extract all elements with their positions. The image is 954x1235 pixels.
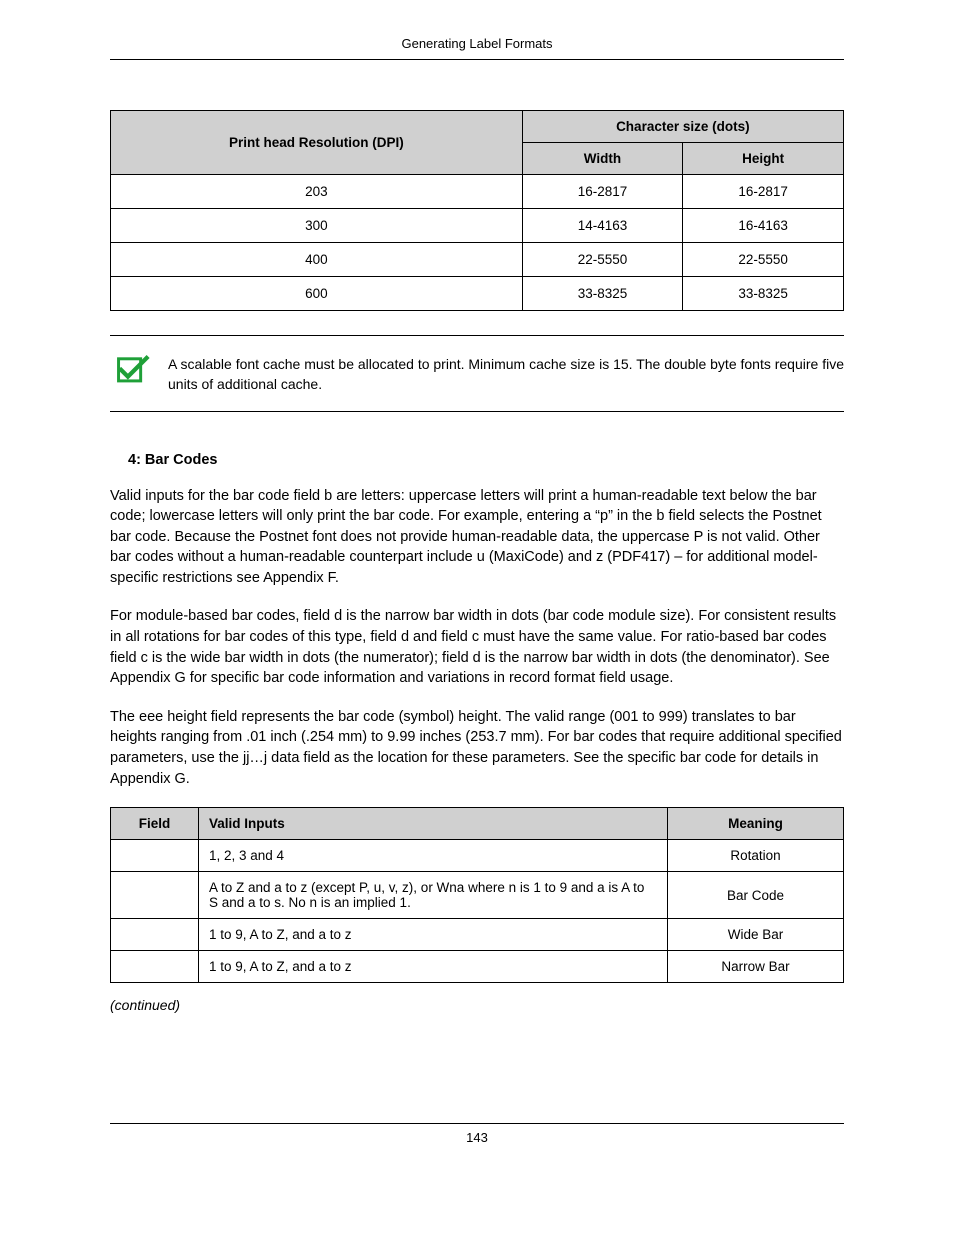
cell-meaning: Bar Code <box>668 872 844 919</box>
cell-field <box>111 872 199 919</box>
cell-dpi: 203 <box>111 175 523 209</box>
cell-height: 16-2817 <box>683 175 844 209</box>
cell-meaning: Narrow Bar <box>668 951 844 983</box>
cell-dpi: 300 <box>111 209 523 243</box>
table-row: 1 to 9, A to Z, and a to z Narrow Bar <box>111 951 844 983</box>
table-row: 600 33-8325 33-8325 <box>111 277 844 311</box>
section-title: 4: Bar Codes <box>128 452 844 468</box>
cell-height: 33-8325 <box>683 277 844 311</box>
page-header: Generating Label Formats <box>110 36 844 60</box>
cell-field <box>111 919 199 951</box>
cell-width: 16-2817 <box>522 175 683 209</box>
page-footer: 143 <box>110 1123 844 1145</box>
cell-field <box>111 840 199 872</box>
checkmark-icon <box>116 354 150 384</box>
th-field: Field <box>111 808 199 840</box>
cell-meaning: Wide Bar <box>668 919 844 951</box>
cell-width: 14-4163 <box>522 209 683 243</box>
cell-height: 22-5550 <box>683 243 844 277</box>
th-charsize: Character size (dots) <box>522 111 843 143</box>
note-text: A scalable font cache must be allocated … <box>168 354 844 395</box>
cell-width: 33-8325 <box>522 277 683 311</box>
note-block: A scalable font cache must be allocated … <box>110 335 844 412</box>
cell-dpi: 400 <box>111 243 523 277</box>
th-width: Width <box>522 143 683 175</box>
table-row: A to Z and a to z (except P, u, v, z), o… <box>111 872 844 919</box>
th-meaning: Meaning <box>668 808 844 840</box>
resolution-table: Print head Resolution (DPI) Character si… <box>110 110 844 311</box>
table-row: 203 16-2817 16-2817 <box>111 175 844 209</box>
body-paragraph: Valid inputs for the bar code field b ar… <box>110 486 844 589</box>
cell-meaning: Rotation <box>668 840 844 872</box>
continued-label: (continued) <box>110 997 844 1013</box>
body-paragraph: The eee height field represents the bar … <box>110 707 844 789</box>
header-title: Generating Label Formats <box>401 36 552 51</box>
cell-valid: 1, 2, 3 and 4 <box>198 840 667 872</box>
page-number: 143 <box>466 1130 488 1145</box>
table-row: 300 14-4163 16-4163 <box>111 209 844 243</box>
table-row: 400 22-5550 22-5550 <box>111 243 844 277</box>
table-row: 1 to 9, A to Z, and a to z Wide Bar <box>111 919 844 951</box>
cell-valid: A to Z and a to z (except P, u, v, z), o… <box>198 872 667 919</box>
cell-valid: 1 to 9, A to Z, and a to z <box>198 951 667 983</box>
table-row: 1, 2, 3 and 4 Rotation <box>111 840 844 872</box>
body-paragraph: For module-based bar codes, field d is t… <box>110 606 844 688</box>
cell-field <box>111 951 199 983</box>
th-valid: Valid Inputs <box>198 808 667 840</box>
cell-dpi: 600 <box>111 277 523 311</box>
th-height: Height <box>683 143 844 175</box>
cell-valid: 1 to 9, A to Z, and a to z <box>198 919 667 951</box>
cell-height: 16-4163 <box>683 209 844 243</box>
barcode-fields-table: Field Valid Inputs Meaning 1, 2, 3 and 4… <box>110 807 844 983</box>
th-printhead: Print head Resolution (DPI) <box>111 111 523 175</box>
cell-width: 22-5550 <box>522 243 683 277</box>
